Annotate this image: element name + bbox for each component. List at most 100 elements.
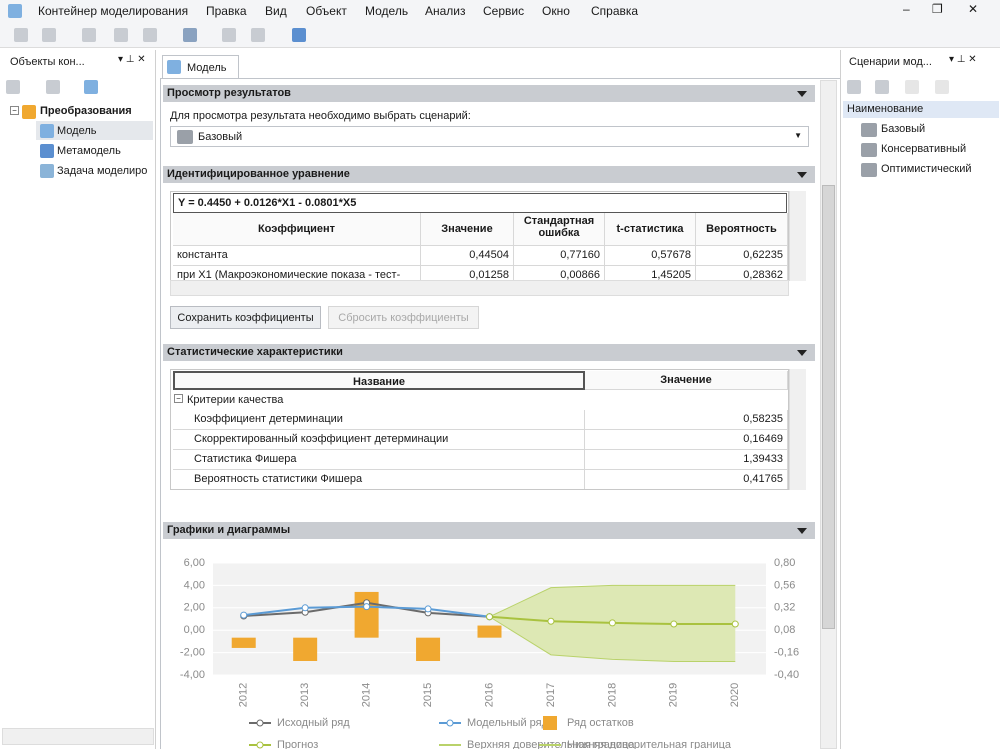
paste-icon[interactable] xyxy=(143,28,157,42)
collapse-toggle[interactable]: − xyxy=(10,106,19,115)
x-tick-label: 2016 xyxy=(483,683,495,707)
column-header[interactable]: t-статистика xyxy=(605,213,696,246)
tree-item[interactable]: Модель xyxy=(57,125,97,137)
folder-icon xyxy=(22,105,36,119)
main-scrollbar[interactable] xyxy=(820,80,837,749)
point xyxy=(547,617,555,625)
tab[interactable]: Модель xyxy=(162,55,239,79)
select-value: Базовый xyxy=(198,131,243,143)
section-header[interactable]: Статистические характеристики xyxy=(163,344,815,361)
scenario-icon xyxy=(861,163,877,177)
scenario-item[interactable]: Оптимистический xyxy=(881,163,972,175)
save-icon[interactable] xyxy=(14,28,28,42)
menu-item[interactable]: Анализ xyxy=(425,4,466,18)
reset-button[interactable]: Сбросить коэффициенты xyxy=(328,306,479,329)
scroll-thumb[interactable] xyxy=(822,185,835,629)
y-tick-label: 2,00 xyxy=(184,602,205,614)
back-icon[interactable] xyxy=(222,28,236,42)
edit-icon[interactable] xyxy=(183,28,197,42)
filter-icon[interactable] xyxy=(6,80,20,94)
column-header[interactable]: Наименование xyxy=(843,101,999,118)
model-icon[interactable] xyxy=(84,80,98,94)
scenario-item[interactable]: Базовый xyxy=(881,123,926,135)
chart: -4,00 -2,00 0,00 2,00 4,00 6,00 -0,40 -0,16 0,08… xyxy=(180,557,799,749)
menu-item[interactable]: Контейнер моделирования xyxy=(38,4,189,18)
menu-item[interactable]: Правка xyxy=(206,4,247,18)
scenario-item[interactable]: Консервативный xyxy=(881,143,967,155)
y-tick-label: 4,00 xyxy=(184,579,205,591)
table-cell: 0,16469 xyxy=(585,430,788,450)
menu-item[interactable]: Модель xyxy=(365,4,409,18)
legend-label: Модельный ряд xyxy=(467,717,549,729)
tree-item[interactable]: Задача моделиро xyxy=(57,165,148,177)
series-line xyxy=(489,616,736,663)
y2-tick-label: 0,32 xyxy=(774,602,795,614)
menu-item[interactable]: Вид xyxy=(265,4,287,18)
forward-icon[interactable] xyxy=(251,28,265,42)
copy-icon[interactable] xyxy=(114,28,128,42)
panel-controls[interactable]: ▾ ⊥ ✕ xyxy=(118,54,146,65)
scenario-select[interactable]: Базовый ▼ xyxy=(170,126,809,147)
x-tick-label: 2017 xyxy=(545,683,557,707)
cut-icon[interactable] xyxy=(82,28,96,42)
bar xyxy=(354,591,379,638)
table-cell: 1,45205 xyxy=(605,266,696,280)
v-scrollbar[interactable] xyxy=(789,191,806,281)
dropdown-arrow: ▼ xyxy=(794,131,802,140)
column-header[interactable]: Название xyxy=(173,371,585,390)
section-header[interactable]: Просмотр результатов xyxy=(163,85,815,102)
save-button[interactable]: Сохранить коэффициенты xyxy=(170,306,321,329)
series-line xyxy=(489,584,736,618)
tab-label[interactable]: Модель xyxy=(187,62,227,74)
minimize-button[interactable]: – xyxy=(903,2,910,16)
x-tick-label: 2018 xyxy=(606,683,618,707)
restore-button[interactable]: ❐ xyxy=(932,2,943,16)
y2-tick-label: 0,08 xyxy=(774,624,795,636)
section-header[interactable]: Идентифицированное уравнение xyxy=(163,166,815,183)
legend-swatch xyxy=(543,716,557,730)
edit-icon[interactable] xyxy=(905,80,919,94)
legend-label: Прогноз xyxy=(277,739,318,749)
column-header[interactable]: Значение xyxy=(585,371,788,390)
folder-icon[interactable] xyxy=(46,80,60,94)
table-cell: 0,77160 xyxy=(514,246,605,266)
app-icon xyxy=(8,4,22,18)
x-tick-label: 2015 xyxy=(422,683,434,707)
delete-icon[interactable] xyxy=(935,80,949,94)
run-icon[interactable] xyxy=(292,28,306,42)
v-scrollbar[interactable] xyxy=(789,369,806,490)
content-area xyxy=(160,78,840,749)
save-all-icon[interactable] xyxy=(42,28,56,42)
group-row[interactable]: Критерии качества xyxy=(187,394,284,406)
folder-icon[interactable] xyxy=(847,80,861,94)
legend-label: Верхняя доверительная граница xyxy=(467,739,635,749)
tree-root[interactable]: Преобразования xyxy=(40,105,132,117)
legend-swatch xyxy=(256,741,264,749)
column-header[interactable]: Стандартная ошибка xyxy=(514,213,605,246)
toolbar xyxy=(0,22,1000,48)
h-scrollbar[interactable] xyxy=(170,280,789,296)
column-header[interactable]: Вероятность xyxy=(696,213,788,246)
tree-item[interactable]: Метамодель xyxy=(57,145,121,157)
close-button[interactable]: ✕ xyxy=(968,2,979,16)
y2-tick-label: 0,56 xyxy=(774,579,795,591)
selection xyxy=(36,121,153,140)
menu-item[interactable]: Окно xyxy=(542,4,570,18)
collapse-toggle[interactable]: − xyxy=(174,394,183,403)
point xyxy=(240,611,248,619)
scenario-icon xyxy=(861,123,877,137)
menu-item[interactable]: Сервис xyxy=(483,4,525,18)
h-scrollbar[interactable] xyxy=(2,728,154,745)
panel-controls[interactable]: ▾ ⊥ ✕ xyxy=(949,54,977,65)
menu-item[interactable]: Объект xyxy=(306,4,347,18)
table-cell: 1,39433 xyxy=(585,450,788,470)
equation: Y = 0.4450 + 0.0126*X1 - 0.0801*X5 xyxy=(173,193,787,213)
column-header[interactable]: Коэффициент xyxy=(173,213,421,246)
scenario-icon[interactable] xyxy=(875,80,889,94)
bar xyxy=(416,637,441,661)
legend-label: Исходный ряд xyxy=(277,717,350,729)
section-header[interactable]: Графики и диаграммы xyxy=(163,522,815,539)
menu-item[interactable]: Справка xyxy=(591,4,639,18)
column-header[interactable]: Значение xyxy=(421,213,514,246)
table-cell: 0,57678 xyxy=(605,246,696,266)
